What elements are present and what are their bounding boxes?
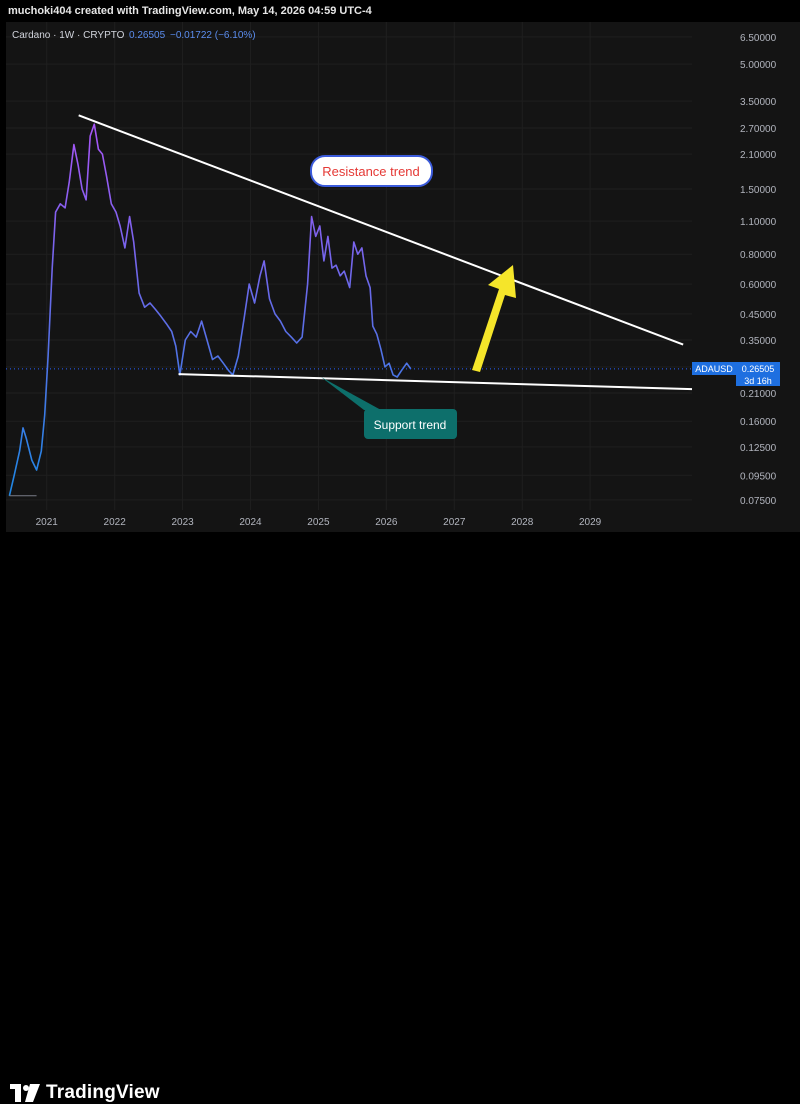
y-tick-label: 3.50000: [740, 97, 777, 108]
breakout-arrow[interactable]: [472, 265, 516, 372]
x-tick-label: 2027: [443, 517, 466, 528]
y-tick-label: 2.10000: [740, 150, 777, 161]
x-tick-label: 2021: [36, 517, 59, 528]
support-annotation[interactable]: Support trend: [321, 377, 457, 439]
gridlines: [6, 22, 692, 510]
price-axis[interactable]: 6.50000 5.00000 3.50000 2.70000 2.10000 1.500…: [740, 33, 777, 507]
x-tick-label: 2028: [511, 517, 534, 528]
resistance-annotation[interactable]: Resistance trend: [311, 156, 432, 186]
y-tick-label: 1.10000: [740, 217, 777, 228]
price-tag-countdown: 3d 16h: [744, 376, 772, 386]
y-tick-label: 0.07500: [740, 496, 777, 507]
x-tick-label: 2025: [307, 517, 330, 528]
watermark-header: muchoki404 created with TradingView.com,…: [0, 0, 800, 22]
y-tick-label: 0.35000: [740, 336, 777, 347]
brand-name: TradingView: [46, 1082, 160, 1104]
time-axis[interactable]: 2021 2022 2023 2024 2025 2026 2027 2028 2029: [36, 517, 602, 528]
author-credit: muchoki404 created with TradingView.com,…: [8, 5, 372, 17]
y-tick-label: 0.80000: [740, 250, 777, 261]
y-tick-label: 0.16000: [740, 417, 777, 428]
y-tick-label: 0.21000: [740, 389, 777, 400]
arrow-shape: [472, 265, 516, 372]
last-price-tag[interactable]: ADAUSD 0.26505 3d 16h: [692, 362, 780, 386]
x-tick-label: 2023: [171, 517, 194, 528]
legend-symbol: Cardano · 1W · CRYPTO: [12, 30, 125, 41]
trendline: [79, 115, 683, 344]
y-tick-label: 1.50000: [740, 185, 777, 196]
support-label: Support trend: [374, 418, 447, 432]
footer: TradingView: [0, 534, 800, 584]
tradingview-logo-icon: [10, 1084, 40, 1102]
x-tick-label: 2024: [239, 517, 262, 528]
resistance-label: Resistance trend: [322, 164, 420, 179]
y-tick-label: 0.12500: [740, 443, 777, 454]
chart-area[interactable]: 6.50000 5.00000 3.50000 2.70000 2.10000 1.500…: [6, 22, 800, 532]
legend-price: 0.26505: [129, 30, 166, 41]
x-tick-label: 2022: [104, 517, 127, 528]
price-tag-symbol: ADAUSD: [695, 364, 733, 374]
x-tick-label: 2029: [579, 517, 602, 528]
y-tick-label: 0.09500: [740, 471, 777, 482]
y-tick-label: 0.60000: [740, 280, 777, 291]
price-chart[interactable]: 6.50000 5.00000 3.50000 2.70000 2.10000 1.500…: [6, 22, 800, 532]
legend-change: −0.01722 (−6.10%): [170, 30, 256, 41]
y-tick-label: 5.00000: [740, 60, 777, 71]
tradingview-brand[interactable]: TradingView: [10, 1082, 160, 1104]
y-tick-label: 0.45000: [740, 310, 777, 321]
x-tick-label: 2026: [375, 517, 398, 528]
y-tick-label: 6.50000: [740, 33, 777, 44]
price-tag-value: 0.26505: [742, 364, 775, 374]
trendline: [179, 374, 692, 389]
y-tick-label: 2.70000: [740, 124, 777, 135]
support-callout-pointer: [321, 377, 381, 410]
